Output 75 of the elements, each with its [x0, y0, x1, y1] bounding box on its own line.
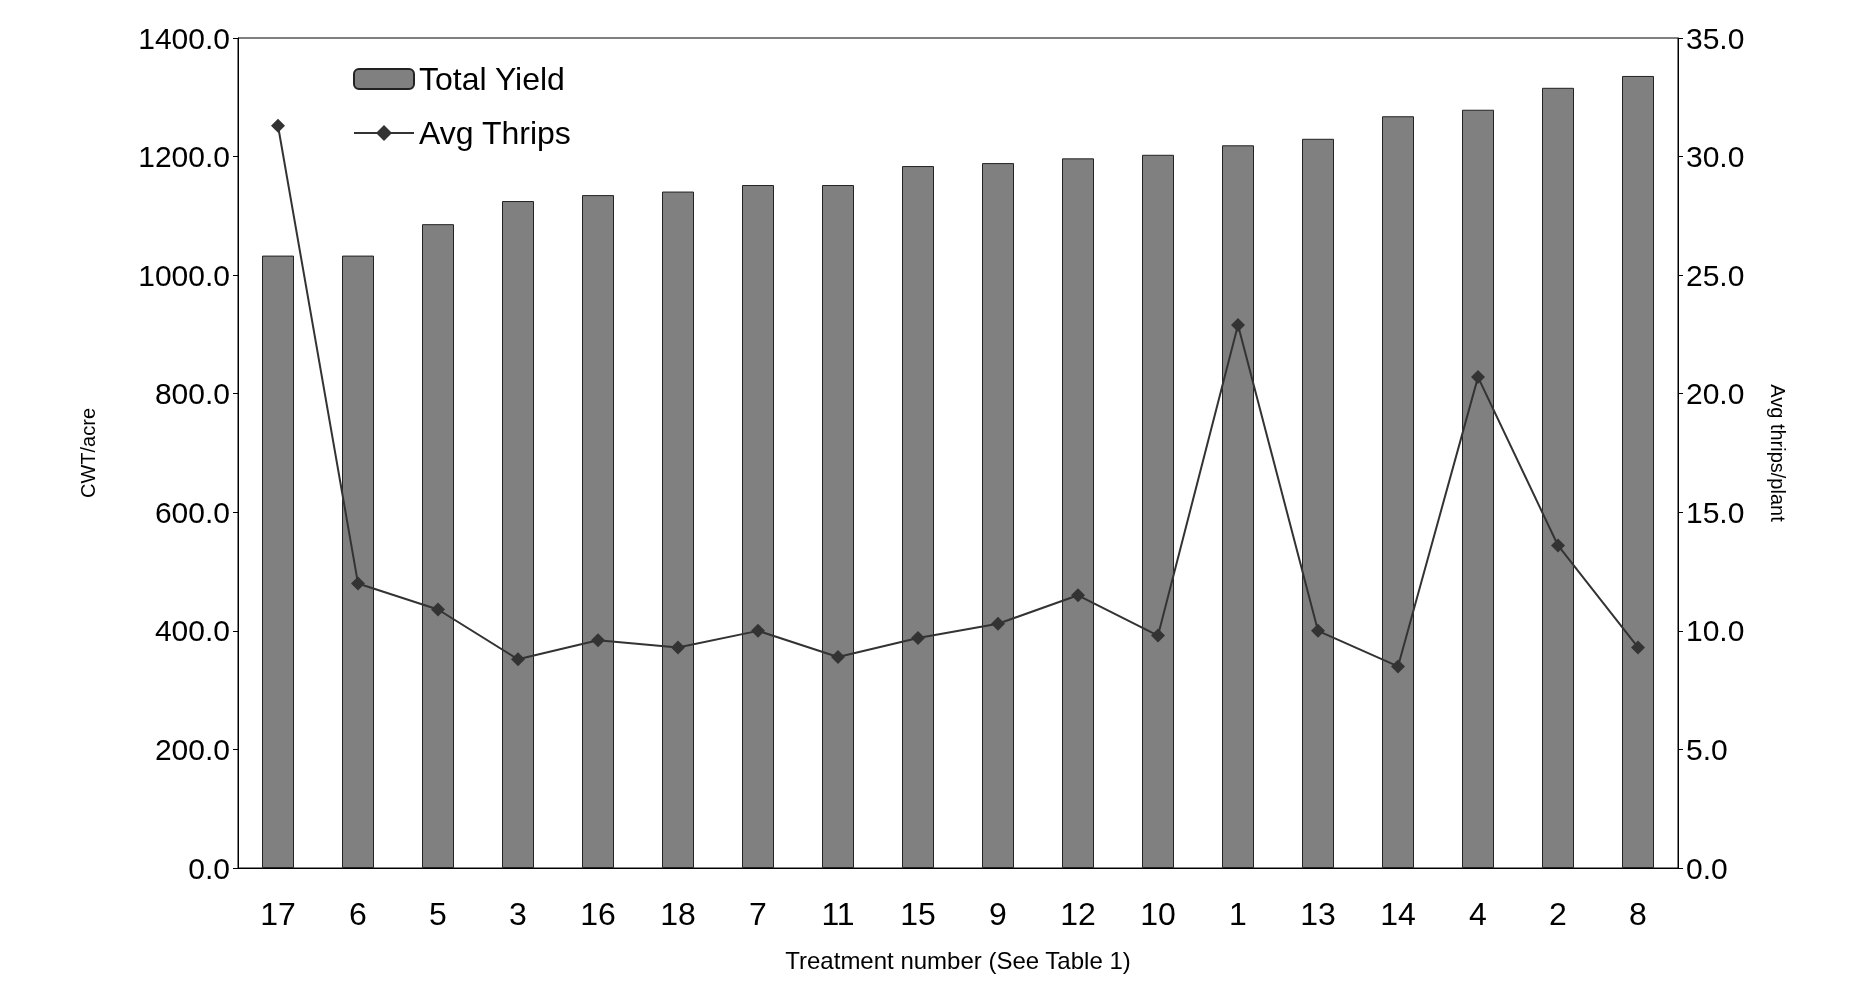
x-tick-label: 10: [1140, 896, 1176, 932]
x-tick-label: 13: [1300, 896, 1336, 932]
point: [1311, 623, 1325, 638]
bar: [1542, 87, 1574, 868]
point: [1551, 538, 1565, 553]
y-tick-label: 200.0: [154, 732, 230, 766]
point: [1231, 317, 1245, 332]
x-tick-label: 9: [989, 896, 1007, 932]
bar: [1142, 154, 1174, 868]
x-tick-label: 8: [1629, 896, 1647, 932]
point: [1071, 588, 1085, 603]
y2-tick-label: 10.0: [1686, 614, 1745, 648]
point: [431, 602, 445, 617]
y2-tick-label: 15.0: [1686, 495, 1745, 529]
point: [911, 630, 925, 645]
x-tick-label: 6: [349, 896, 367, 932]
point: [591, 633, 605, 648]
y-tick-label: 600.0: [154, 495, 230, 529]
y2-tick-label: 20.0: [1686, 377, 1745, 411]
bar: [1622, 75, 1654, 868]
x-tick-label: 11: [821, 896, 855, 932]
bar: [1462, 109, 1494, 868]
y2-axis-title: Avg thrips/plant: [1767, 384, 1789, 523]
y2-tick-label: 5.0: [1686, 732, 1728, 766]
y-tick-label: 1400.0: [138, 21, 230, 55]
point: [1631, 640, 1645, 655]
bar: [1062, 158, 1094, 868]
point: [671, 640, 685, 655]
bar: [822, 185, 854, 868]
bar: [342, 255, 374, 868]
y2-tick-label: 0.0: [1686, 851, 1728, 885]
x-tick-label: 16: [580, 896, 616, 932]
x-tick-label: 17: [260, 896, 296, 932]
point: [271, 118, 285, 133]
y2-tick-label: 35.0: [1686, 21, 1745, 55]
point: [831, 649, 845, 664]
point: [1391, 659, 1405, 674]
x-tick-label: 12: [1060, 896, 1096, 932]
point: [511, 652, 525, 667]
x-tick-label: 5: [429, 896, 447, 932]
bar: [662, 191, 694, 868]
y-tick-label: 0.0: [188, 851, 230, 885]
y2-tick-label: 25.0: [1686, 258, 1745, 292]
bar: [982, 163, 1014, 868]
y-axis-title: CWT/acre: [77, 408, 99, 498]
bar: [262, 255, 294, 868]
x-tick-label: 14: [1380, 896, 1416, 932]
x-tick-label: 3: [509, 896, 527, 932]
legend-label: Avg Thrips: [419, 115, 571, 151]
point: [351, 576, 365, 591]
bar: [422, 224, 454, 868]
x-tick-label: 2: [1549, 896, 1567, 932]
bar: [1222, 145, 1254, 868]
point: [751, 623, 765, 638]
x-tick-label: 4: [1469, 896, 1487, 932]
bar: [1382, 116, 1414, 868]
y-tick-label: 1000.0: [138, 258, 230, 292]
legend-label: Total Yield: [419, 61, 565, 97]
y-tick-label: 1200.0: [138, 140, 230, 174]
x-tick-label: 15: [900, 896, 936, 932]
y-tick-label: 400.0: [154, 614, 230, 648]
x-tick-label: 7: [749, 896, 767, 932]
bar: [902, 166, 934, 868]
x-tick-label: 1: [1229, 896, 1247, 932]
y-tick-label: 800.0: [154, 377, 230, 411]
x-tick-label: 18: [660, 896, 696, 932]
point: [991, 616, 1005, 631]
bar: [502, 201, 534, 868]
point: [1471, 370, 1485, 385]
bar: [582, 195, 614, 868]
bar: [1302, 138, 1334, 868]
x-axis-title: Treatment number (See Table 1): [785, 946, 1131, 974]
point: [1151, 628, 1165, 643]
bar: [742, 185, 774, 868]
y2-tick-label: 30.0: [1686, 140, 1745, 174]
